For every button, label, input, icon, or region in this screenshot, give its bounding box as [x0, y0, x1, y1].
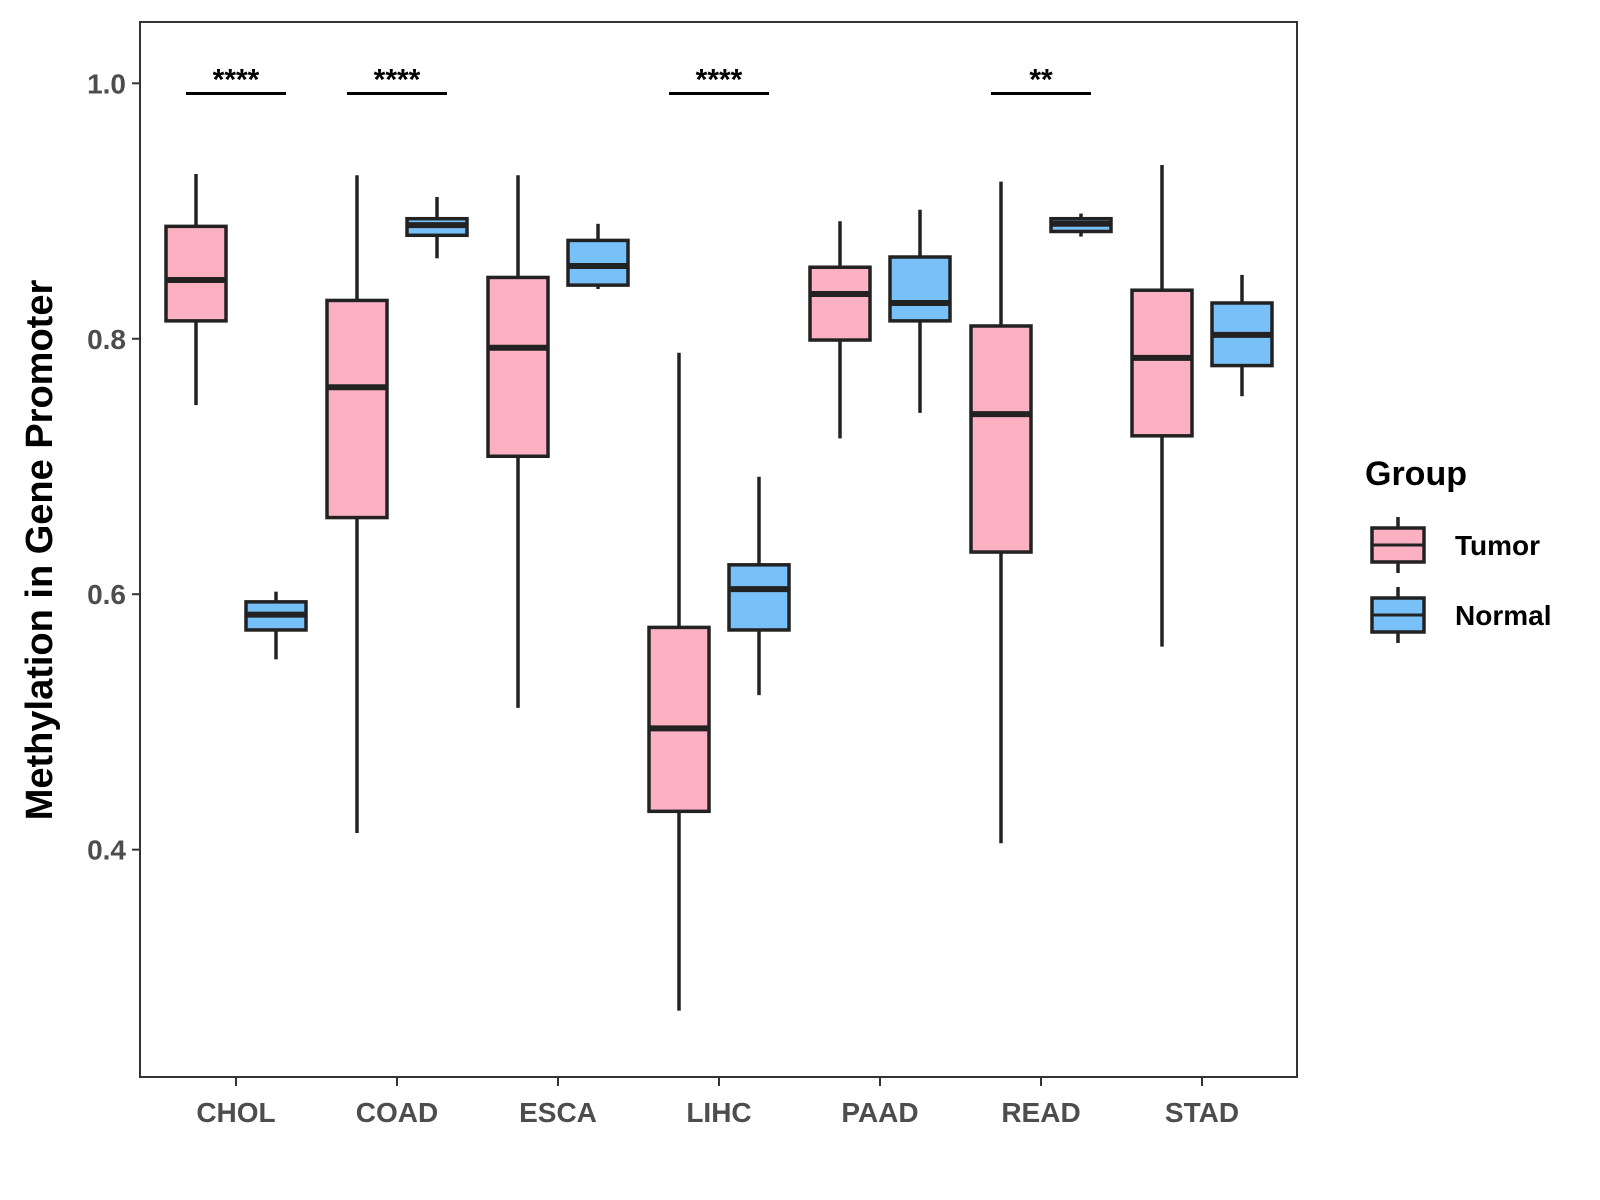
box-body-normal-esca [566, 238, 630, 287]
box-body-tumor-esca [486, 275, 550, 459]
box-normal-lihc [727, 476, 791, 696]
sig-label-lihc: **** [696, 64, 743, 97]
x-tick-label-stad: STAD [1165, 1097, 1239, 1128]
box-body-normal-lihc [727, 563, 791, 632]
legend-title: Group [1365, 455, 1467, 493]
box-tumor-read [969, 181, 1033, 844]
axes-layer: 0.4 0.6 0.8 1.0 CHOL COAD ESCA LIHC PAAD READ STAD [87, 68, 1239, 1128]
legend-label-normal: Normal [1455, 600, 1551, 631]
boxes-layer [164, 165, 1274, 1011]
x-tick-label-chol: CHOL [196, 1097, 275, 1128]
legend-entry-normal: Normal [1370, 587, 1551, 643]
legend-label-tumor: Tumor [1455, 530, 1540, 561]
box-tumor-lihc [647, 352, 711, 1011]
box-body-normal-paad [888, 255, 952, 323]
box-normal-read [1049, 213, 1113, 237]
y-tick-label: 1.0 [87, 68, 126, 99]
box-normal-paad [888, 209, 952, 413]
x-tick-label-read: READ [1001, 1097, 1080, 1128]
x-tick-label-paad: PAAD [841, 1097, 918, 1128]
x-tick-label-lihc: LIHC [686, 1097, 751, 1128]
x-tick-label-coad: COAD [356, 1097, 438, 1128]
sig-label-coad: **** [374, 64, 421, 97]
sig-label-read: ** [1029, 64, 1053, 97]
significance-layer: **** **** **** ** [186, 64, 1091, 97]
box-body-tumor-coad [325, 298, 389, 520]
box-tumor-paad [808, 221, 872, 439]
legend: Group Tumor Normal [1365, 455, 1551, 643]
legend-entry-tumor: Tumor [1370, 517, 1540, 573]
box-body-tumor-stad [1130, 288, 1194, 438]
y-axis-title: Methylation in Gene Promoter [19, 280, 61, 821]
box-normal-coad [405, 196, 469, 259]
y-tick-label: 0.4 [87, 835, 126, 866]
box-body-tumor-read [969, 324, 1033, 554]
box-tumor-coad [325, 175, 389, 834]
box-normal-chol [244, 591, 308, 660]
sig-label-chol: **** [213, 64, 260, 97]
legend-entries: Tumor Normal [1370, 517, 1551, 643]
box-body-tumor-lihc [647, 625, 711, 814]
box-body-tumor-paad [808, 265, 872, 342]
box-body-tumor-chol [164, 224, 228, 323]
box-tumor-stad [1130, 165, 1194, 647]
box-tumor-esca [486, 175, 550, 708]
y-tick-label: 0.8 [87, 324, 126, 355]
box-normal-stad [1210, 274, 1274, 397]
y-tick-label: 0.6 [87, 579, 126, 610]
x-tick-label-esca: ESCA [519, 1097, 597, 1128]
box-tumor-chol [164, 173, 228, 406]
box-normal-esca [566, 223, 630, 289]
